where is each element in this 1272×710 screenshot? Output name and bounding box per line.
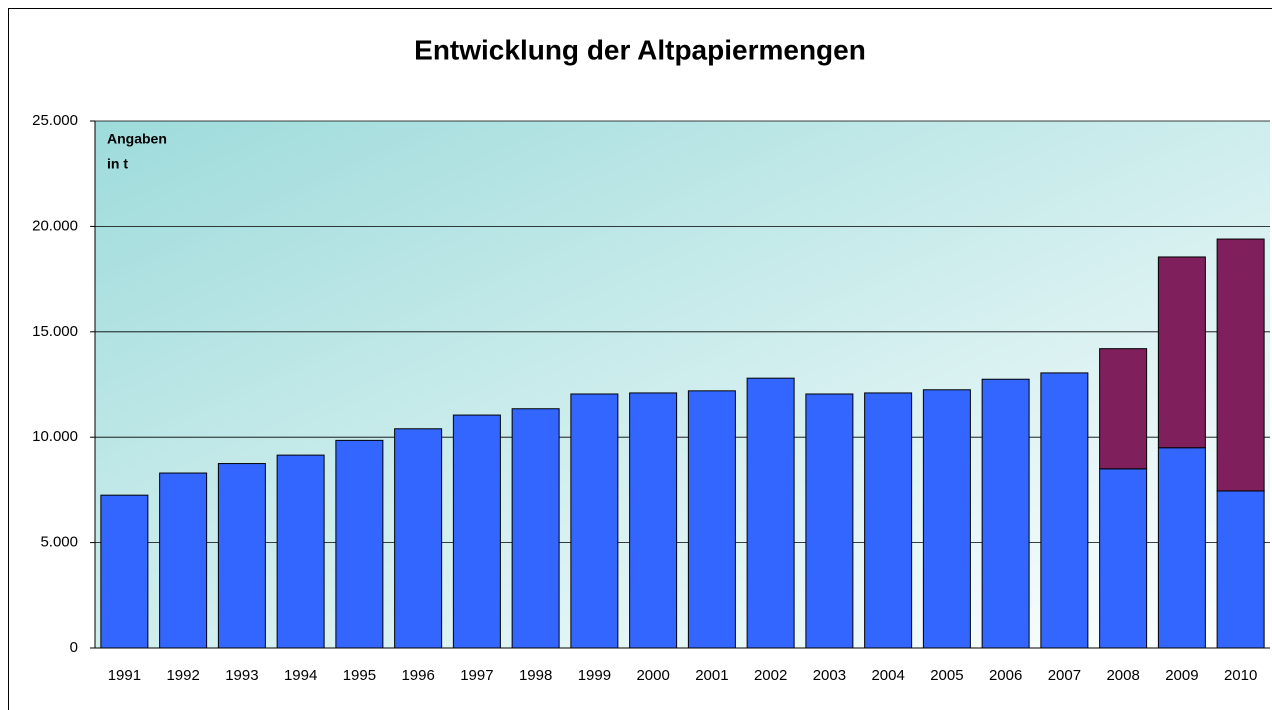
y-tick-label: 15.000 bbox=[32, 323, 78, 340]
x-tick-label: 2004 bbox=[871, 667, 904, 684]
bar-segment bbox=[687, 390, 736, 649]
bar-segment bbox=[217, 463, 266, 649]
x-tick-label: 2005 bbox=[930, 667, 963, 684]
x-tick-label: 1999 bbox=[578, 667, 611, 684]
x-tick-label: 2008 bbox=[1106, 667, 1139, 684]
bar-segment bbox=[570, 393, 619, 649]
bar-segment bbox=[276, 454, 325, 649]
bar-segment bbox=[1040, 372, 1089, 649]
x-tick-label: 2006 bbox=[989, 667, 1022, 684]
bar-segment bbox=[100, 494, 149, 649]
x-tick-label: 1994 bbox=[284, 667, 317, 684]
x-tick-label: 1996 bbox=[401, 667, 434, 684]
y-tick-label: 5.000 bbox=[40, 534, 78, 551]
x-tick-label: 1998 bbox=[519, 667, 552, 684]
x-tick-label: 1997 bbox=[460, 667, 493, 684]
x-tick-label: 1995 bbox=[343, 667, 376, 684]
bar-segment bbox=[394, 428, 443, 649]
x-tick-label: 2001 bbox=[695, 667, 728, 684]
bar-segment bbox=[1157, 447, 1206, 649]
bar-segment bbox=[746, 377, 795, 649]
x-tick-label: 2009 bbox=[1165, 667, 1198, 684]
chart-title: Entwicklung der Altpapiermengen bbox=[414, 34, 866, 65]
y-tick-label: 10.000 bbox=[32, 428, 78, 445]
y-tick-label: 0 bbox=[70, 639, 78, 656]
bar-segment bbox=[805, 393, 854, 649]
annotation: in t bbox=[107, 156, 128, 172]
x-tick-label: 1991 bbox=[108, 667, 141, 684]
bar-segment bbox=[1216, 238, 1265, 492]
annotation: Angaben bbox=[107, 131, 167, 147]
x-tick-label: 2007 bbox=[1048, 667, 1081, 684]
x-tick-label: 2002 bbox=[754, 667, 787, 684]
bar-segment bbox=[1099, 348, 1148, 470]
bar-segment bbox=[159, 472, 208, 649]
bar-segment bbox=[922, 389, 971, 649]
x-tick-label: 2000 bbox=[636, 667, 669, 684]
plot-area bbox=[95, 121, 1270, 648]
bar-segment bbox=[1216, 490, 1265, 649]
bar-segment bbox=[629, 392, 678, 649]
bar-segment bbox=[452, 414, 501, 649]
bar-segment bbox=[1157, 256, 1206, 449]
bar-segment bbox=[1099, 468, 1148, 649]
x-tick-label: 2003 bbox=[813, 667, 846, 684]
y-tick-label: 20.000 bbox=[32, 217, 78, 234]
x-tick-label: 1993 bbox=[225, 667, 258, 684]
x-tick-label: 1992 bbox=[166, 667, 199, 684]
bar-segment bbox=[981, 378, 1030, 649]
bar-segment bbox=[864, 392, 913, 649]
bar-segment bbox=[511, 408, 560, 649]
y-tick-label: 25.000 bbox=[32, 112, 78, 129]
bar-segment bbox=[335, 439, 384, 649]
x-tick-label: 2010 bbox=[1224, 667, 1257, 684]
